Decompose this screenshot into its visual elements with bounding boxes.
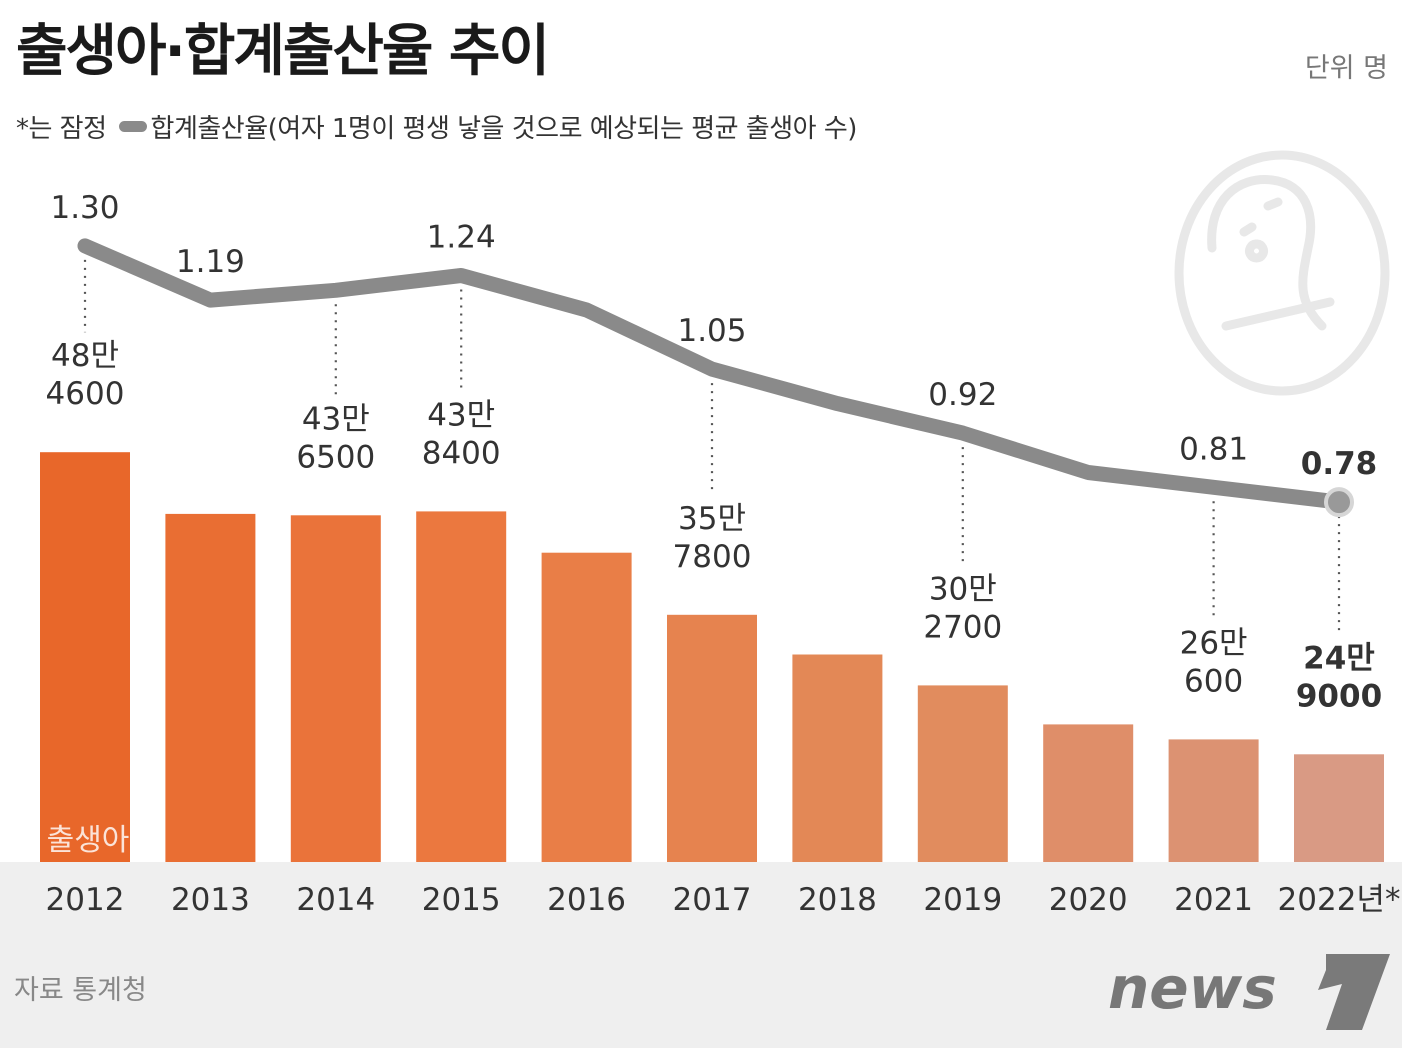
rate-label: 0.92 [928, 377, 997, 413]
bar-label-bottom: 600 [1184, 663, 1243, 699]
line-legend-swatch [118, 121, 147, 132]
x-tick-label: 2015 [422, 882, 501, 918]
rate-label: 1.05 [677, 313, 746, 349]
x-tick-label: 2018 [798, 882, 877, 918]
legend: *는 잠정 합계출산율(여자 1명이 평생 낳을 것으로 예상되는 평균 출생아… [16, 108, 857, 145]
rate-label: 0.78 [1301, 446, 1378, 482]
bar-6 [792, 654, 883, 862]
x-tick-label: 2017 [673, 882, 752, 918]
news1-logo: news [1108, 954, 1390, 1030]
x-tick-label: 2012 [46, 882, 125, 918]
x-tick-label: 2013 [171, 882, 250, 918]
x-tick-label: 2014 [296, 882, 375, 918]
bar-0 [40, 452, 130, 862]
news1-logo-text: news [1108, 954, 1277, 1022]
fertility-rate-line [77, 238, 1347, 510]
bar-8 [1043, 724, 1134, 862]
x-tick-label: 2022년* [1278, 882, 1401, 918]
bar-label-top: 35만 [678, 501, 746, 537]
x-tick-label: 2019 [923, 882, 1002, 918]
bar-10 [1294, 754, 1384, 862]
bar-7 [917, 685, 1008, 862]
rate-label: 1.19 [176, 244, 245, 280]
line-legend-label: 합계출산율(여자 1명이 평생 낳을 것으로 예상되는 평균 출생아 수) [150, 114, 858, 144]
bar-2 [290, 515, 381, 862]
bar-label-top: 48만 [51, 338, 119, 374]
bar-series-name: 출생아 [47, 823, 130, 858]
unit-label: 단위 명 [1304, 53, 1388, 84]
bar-label-top: 30만 [929, 571, 997, 607]
bar-label-bottom: 4600 [46, 376, 125, 412]
bar-label-bottom: 9000 [1296, 678, 1382, 714]
bar-label-bottom: 7800 [673, 539, 752, 575]
bar-1 [165, 513, 256, 862]
provisional-note: *는 잠정 [16, 114, 107, 144]
bar-label-bottom: 8400 [422, 435, 501, 471]
bar-label-top: 24만 [1303, 640, 1375, 676]
x-tick-label: 2016 [547, 882, 626, 918]
rate-label: 0.81 [1179, 431, 1248, 467]
bar-label-top: 26만 [1180, 625, 1248, 661]
x-tick-label: 2020 [1049, 882, 1128, 918]
rate-label: 1.24 [427, 220, 496, 256]
bar-3 [416, 511, 507, 862]
line-end-marker [1324, 487, 1354, 518]
bar-4 [541, 552, 632, 862]
bar-label-bottom: 2700 [923, 609, 1002, 645]
chart-title: 출생아·합계출산율 추이 [16, 19, 550, 84]
source-note: 자료 통계청 [14, 975, 147, 1006]
baby-icon [1174, 150, 1390, 396]
news1-logo-mark [1318, 954, 1390, 1030]
bar-label-top: 43만 [427, 397, 495, 433]
bar-9 [1168, 739, 1259, 862]
footer-band [0, 862, 1402, 1048]
bar-label-top: 43만 [302, 401, 370, 437]
bar-label-bottom: 6500 [296, 439, 375, 475]
rate-label: 1.30 [50, 190, 119, 226]
bar-5 [667, 614, 757, 862]
x-tick-label: 2021 [1174, 882, 1253, 918]
